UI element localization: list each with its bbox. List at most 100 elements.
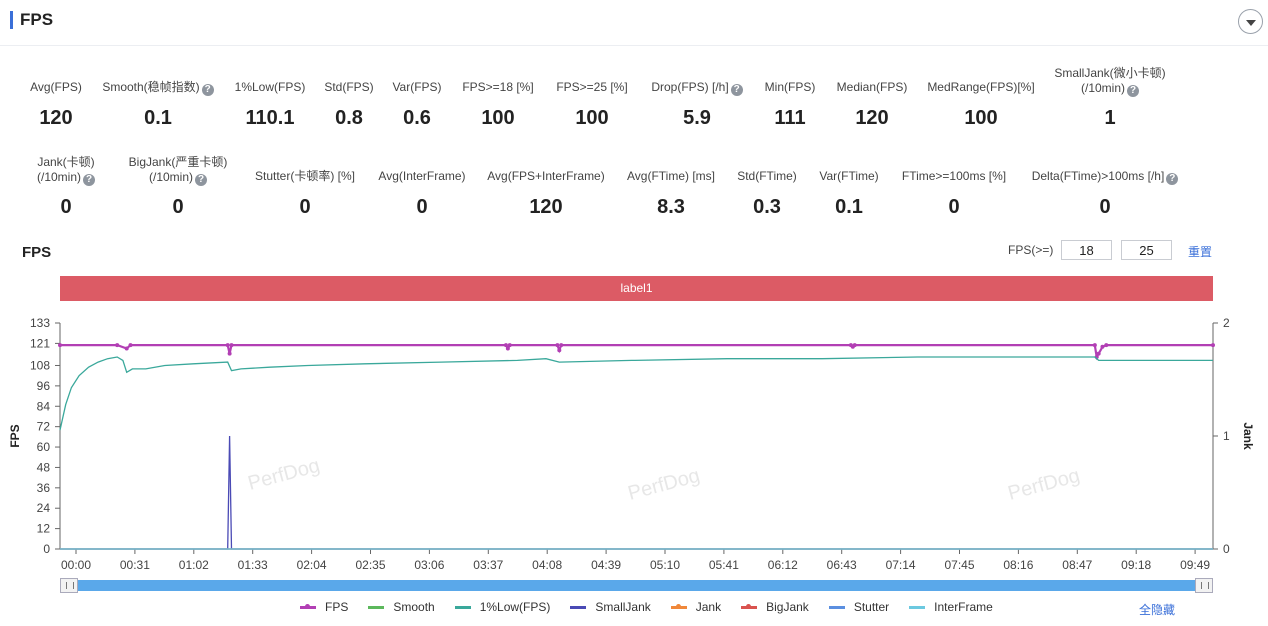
legend-item-interframe[interactable]: InterFrame [909, 600, 993, 614]
y-tick-label: 36 [37, 481, 51, 495]
legend-item-1-low-fps-[interactable]: 1%Low(FPS) [454, 600, 550, 614]
metric-label-unit: (/10min)? [0, 170, 151, 186]
metric-label-text: FPS>=18 [%] [462, 80, 534, 94]
fps-chart[interactable]: PerfDogPerfDogPerfDogPerfDogPerfDogPerfD… [0, 305, 1268, 575]
legend-item-bigjank[interactable]: BigJank [741, 600, 809, 614]
fps-point [1211, 343, 1215, 348]
x-tick-label: 00:00 [61, 558, 91, 572]
metric-metrics_row2-9: Delta(FTime)>100ms [/h]? 0 [1020, 169, 1190, 218]
panel-header: FPS [0, 0, 1268, 46]
legend-item-smooth[interactable]: Smooth [368, 600, 435, 614]
x-tick-label: 01:33 [238, 558, 268, 572]
series-line-fps [60, 343, 1213, 361]
fps-point [229, 343, 234, 348]
x-tick-label: 02:35 [355, 558, 385, 572]
metric-label: Std(FTime) [682, 169, 852, 184]
metric-label-unit: (/10min)? [1025, 81, 1195, 97]
fps-point [503, 343, 508, 348]
fps-point [557, 348, 562, 353]
metric-value: 0.1 [144, 107, 172, 129]
help-icon[interactable]: ? [195, 174, 207, 186]
metric-value: 100 [964, 107, 998, 129]
metric-value: 0.6 [403, 107, 431, 129]
metric-metrics_row1-10: MedRange(FPS)[%] 100 [896, 80, 1066, 129]
metric-label: Jank(卡顿) [0, 155, 151, 170]
legend-item-smalljank[interactable]: SmallJank [570, 600, 651, 614]
metric-metrics_row1-11: SmallJank(微小卡顿) (/10min)? 1 [1025, 66, 1195, 129]
x-tick-label: 04:39 [591, 558, 621, 572]
y-tick-label: 24 [37, 501, 51, 515]
slider-track[interactable] [72, 580, 1201, 591]
fps-point [1096, 351, 1101, 356]
y-axis-title: FPS [8, 424, 22, 447]
legend-swatch-icon [909, 605, 926, 609]
metric-label-text: FPS>=25 [%] [556, 80, 628, 94]
metric-label: FPS>=25 [%] [507, 80, 677, 95]
legend-label: SmallJank [595, 600, 651, 614]
reset-link[interactable]: 重置 [1188, 245, 1213, 259]
help-icon[interactable]: ? [83, 174, 95, 186]
metric-label: 1%Low(FPS) [185, 80, 355, 95]
metric-label-text: Std(FPS) [324, 80, 374, 94]
help-icon[interactable]: ? [730, 84, 743, 96]
y2-tick-label: 1 [1223, 429, 1230, 443]
metric-metrics_row2-4: Avg(FPS+InterFrame) 120 [461, 169, 631, 218]
help-icon[interactable]: ? [1166, 173, 1179, 185]
legend-item-fps[interactable]: FPS [300, 600, 348, 614]
metric-label-text: Delta(FTime)>100ms [/h] [1031, 169, 1165, 183]
watermark-text: PerfDog [1006, 465, 1083, 505]
metric-metrics_row2-8: FTime>=100ms [%] 0 [869, 169, 1039, 218]
fps-threshold-input-2[interactable] [1121, 240, 1172, 260]
metric-value: 0 [416, 196, 428, 218]
metric-label: Avg(FPS+InterFrame) [461, 169, 631, 184]
y-tick-label: 121 [30, 336, 50, 350]
panel-title: FPS [20, 10, 54, 29]
fps-point [58, 343, 62, 348]
metric-unit-text: (/10min) [148, 170, 193, 184]
metric-value: 8.3 [657, 196, 685, 218]
legend-swatch-icon [741, 603, 758, 609]
label-band[interactable]: label1 [60, 276, 1213, 301]
metric-label: Median(FPS) [787, 80, 957, 95]
metric-unit-text: (/10min) [36, 170, 81, 184]
fps-threshold-input-1[interactable] [1061, 240, 1112, 260]
legend-swatch-icon [368, 605, 385, 609]
hide-all-link[interactable]: 全隐藏 [1139, 603, 1176, 617]
metric-value: 5.9 [683, 107, 711, 129]
fps-point [559, 343, 564, 348]
time-range-slider[interactable] [60, 578, 1213, 593]
y-tick-label: 48 [37, 460, 51, 474]
y2-tick-label: 0 [1223, 542, 1230, 556]
metric-value: 1 [1104, 107, 1116, 129]
legend-label: InterFrame [934, 600, 993, 614]
x-tick-label: 07:14 [886, 558, 916, 572]
x-tick-label: 04:08 [532, 558, 562, 572]
fps-point [124, 346, 129, 351]
metric-label: FPS>=18 [%] [413, 80, 583, 95]
help-icon[interactable]: ? [201, 84, 214, 96]
metric-value: 0.8 [335, 107, 363, 129]
metric-metrics_row1-7: Drop(FPS) [/h]? 5.9 [612, 80, 782, 129]
help-icon[interactable]: ? [1127, 85, 1139, 97]
legend-item-stutter[interactable]: Stutter [828, 600, 889, 614]
watermark-text: PerfDog [246, 455, 323, 495]
x-tick-label: 07:45 [944, 558, 974, 572]
collapse-chevron-icon[interactable] [1238, 9, 1263, 34]
metric-metrics_row1-3: Std(FPS) 0.8 [264, 80, 434, 129]
metric-value: 0.3 [753, 196, 781, 218]
metric-label-text: Std(FTime) [737, 169, 797, 183]
metric-metrics_row2-0: Jank(卡顿) (/10min)? 0 [0, 155, 151, 218]
metric-value: 0.1 [835, 196, 863, 218]
metric-label-text: SmallJank(微小卡顿) [1054, 66, 1166, 80]
chart-title: FPS [22, 244, 52, 261]
metric-label: FTime>=100ms [%] [869, 169, 1039, 184]
legend-item-jank[interactable]: Jank [670, 600, 721, 614]
slider-handle-right[interactable] [1195, 578, 1213, 593]
x-tick-label: 02:04 [297, 558, 327, 572]
metric-label: Std(FPS) [264, 80, 434, 95]
fps-point [227, 351, 232, 356]
metric-label: SmallJank(微小卡顿) [1025, 66, 1195, 81]
series-line-1-low-fps- [59, 356, 1213, 431]
legend-label: Smooth [393, 600, 435, 614]
slider-handle-left[interactable] [60, 578, 78, 593]
